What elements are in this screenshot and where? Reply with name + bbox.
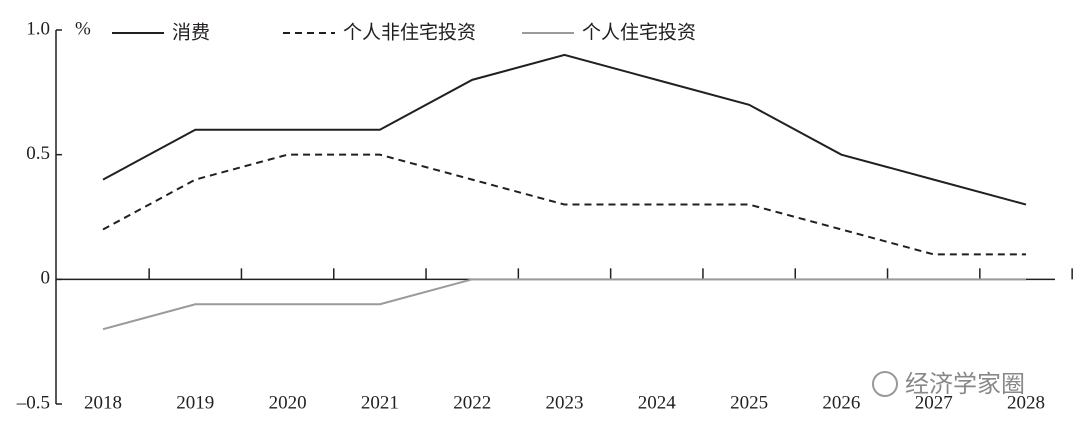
x-tick-label: 2020 bbox=[269, 392, 307, 413]
y-tick-label: 0.5 bbox=[26, 143, 50, 164]
watermark: 经济学家圈 bbox=[905, 370, 1025, 398]
series-line bbox=[102, 278, 1026, 331]
x-tick-label: 2022 bbox=[453, 392, 491, 413]
y-tick-label: –0.5 bbox=[16, 392, 50, 413]
watermark-icon bbox=[872, 371, 898, 397]
x-tick-label: 2018 bbox=[84, 392, 122, 413]
legend-label: 个人住宅投资 bbox=[582, 22, 696, 44]
x-tick-label: 2026 bbox=[822, 392, 860, 413]
x-tick-label: 2024 bbox=[638, 392, 677, 413]
legend-label: 个人非住宅投资 bbox=[343, 22, 476, 44]
x-tick-label: 2028 bbox=[1007, 392, 1045, 413]
y-axis-label: % bbox=[75, 18, 91, 39]
x-tick-label: 2023 bbox=[546, 392, 584, 413]
x-tick-label: 2027 bbox=[915, 392, 953, 413]
y-tick-label: 1.0 bbox=[26, 18, 50, 39]
y-tick-label: 0 bbox=[41, 268, 51, 289]
series-line bbox=[102, 53, 1027, 206]
legend-label: 消费 bbox=[172, 22, 210, 44]
x-tick-label: 2021 bbox=[361, 392, 399, 413]
x-tick-label: 2025 bbox=[730, 392, 768, 413]
series-line bbox=[102, 153, 1026, 256]
x-tick-label: 2019 bbox=[176, 392, 214, 413]
